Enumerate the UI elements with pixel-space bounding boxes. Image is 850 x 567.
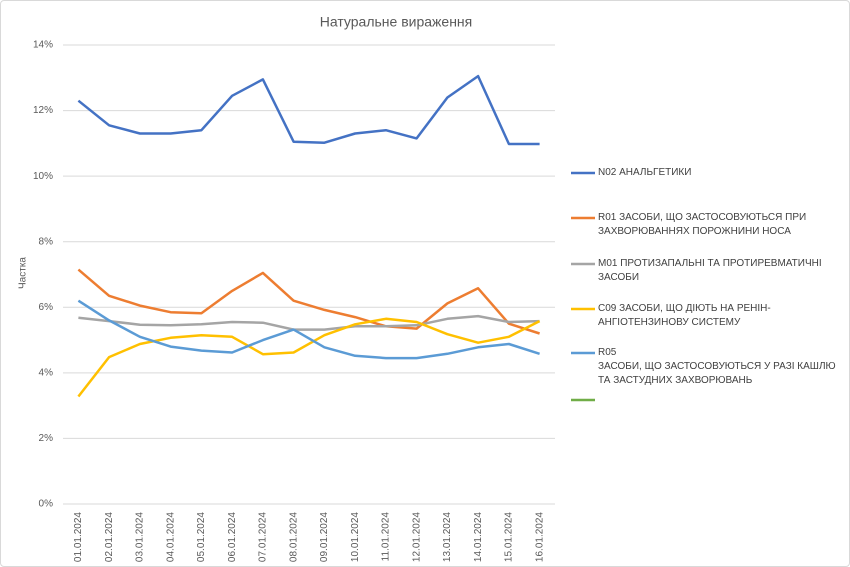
x-tick-label: 09.01.2024 [319,512,330,562]
series-line [78,314,540,331]
x-tick-label: 06.01.2024 [227,512,238,562]
y-tick-label: 0% [39,499,54,510]
y-tick-label: 14% [33,40,53,51]
x-tick-label: 12.01.2024 [411,512,422,562]
series-line [77,268,540,335]
y-tick-label: 2% [39,433,54,444]
legend-label: R05 ЗАСОБИ, ЩО ЗАСТОСОВУЮТЬСЯ У РАЗІ КАШ… [598,347,836,386]
chart-title: Натуральне вираження [320,14,472,30]
x-tick-label: 16.01.2024 [534,512,545,562]
x-tick-label: 05.01.2024 [196,512,207,562]
legend-label: N02 АНАЛЬГЕТИКИ [598,167,692,178]
x-tick-label: 13.01.2024 [442,512,453,562]
x-tick-label: 08.01.2024 [288,512,299,562]
x-tick-label: 01.01.2024 [73,512,84,562]
x-tick-label: 04.01.2024 [165,512,176,562]
x-tick-label: 11.01.2024 [381,512,392,562]
y-tick-label: 10% [33,171,53,182]
y-tick-label: 4% [39,367,54,378]
legend-label: M01 ПРОТИЗАПАЛЬНІ ТА ПРОТИРЕВМАТИЧНІ ЗАС… [598,258,822,283]
legend-label: R01 ЗАСОБИ, ЩО ЗАСТОСОВУЮТЬСЯ ПРИ ЗАХВОР… [598,212,807,237]
x-tick-label: 14.01.2024 [473,512,484,562]
x-tick-label: 03.01.2024 [135,512,146,562]
y-tick-label: 6% [39,302,54,313]
y-tick-label: 12% [33,105,53,116]
x-tick-label: 02.01.2024 [104,512,115,562]
y-axis-label: Частка [18,257,29,289]
x-tick-label: 10.01.2024 [350,512,361,562]
x-tick-label: 07.01.2024 [258,512,269,562]
x-tick-label: 15.01.2024 [504,512,515,562]
series-line [77,74,540,146]
series-line [77,299,540,360]
legend-label: C09 ЗАСОБИ, ЩО ДІЮТЬ НА РЕНІН-АНГІОТЕНЗИ… [598,303,771,328]
y-tick-label: 8% [39,236,54,247]
